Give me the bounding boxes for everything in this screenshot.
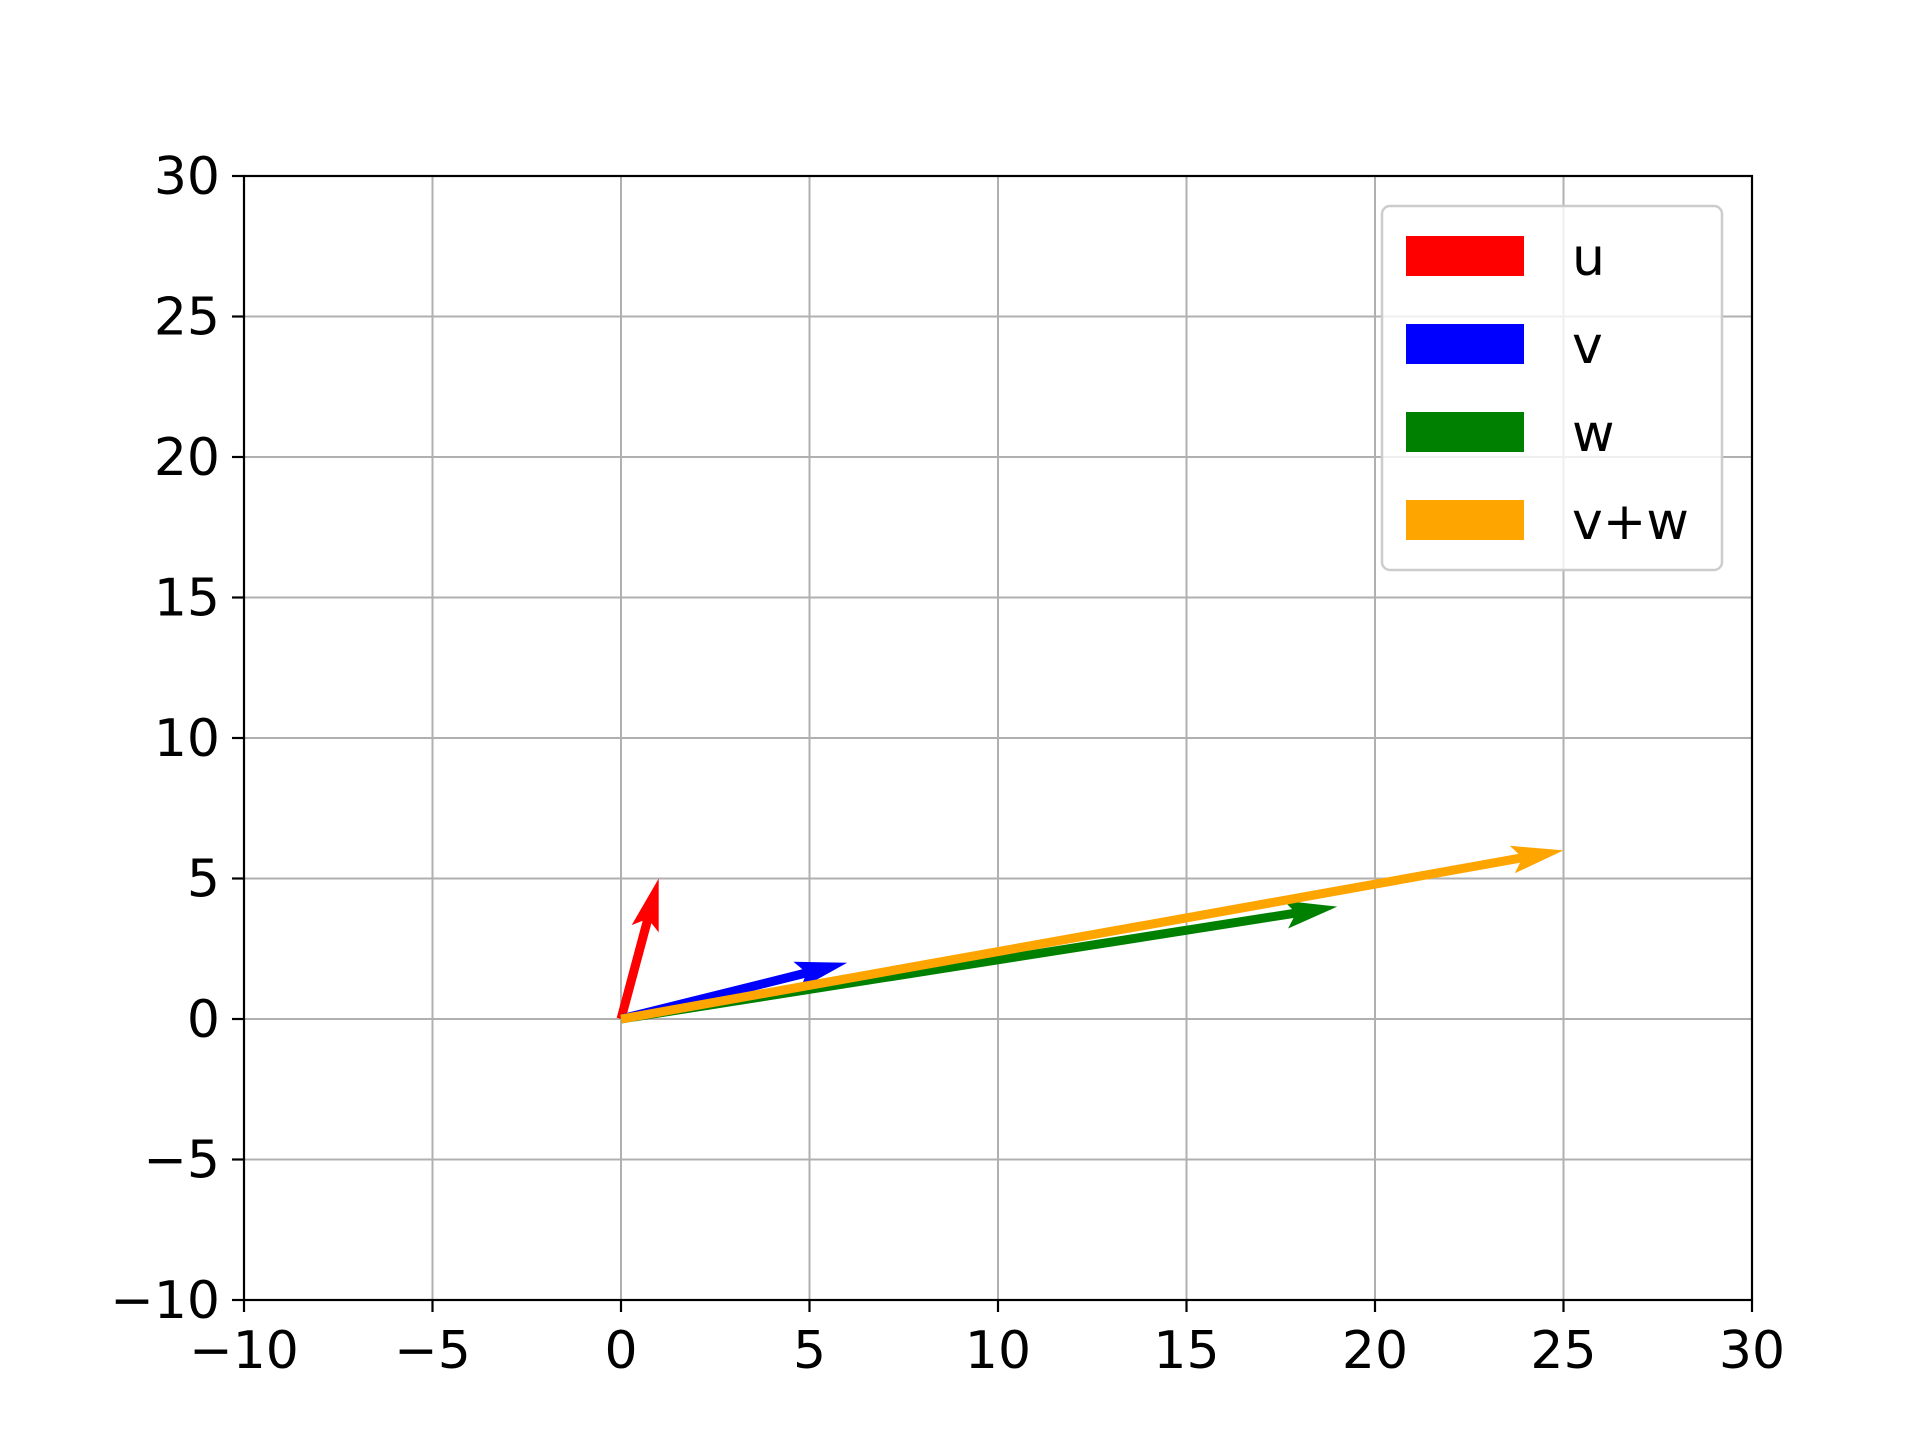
legend-swatch — [1406, 500, 1524, 540]
vectors — [616, 845, 1564, 1024]
y-tick-label: 30 — [154, 147, 220, 207]
y-tick-label: 15 — [154, 569, 220, 629]
y-tick-label: 0 — [187, 990, 220, 1050]
x-tick-label: 20 — [1342, 1321, 1408, 1381]
x-tick-label: 10 — [965, 1321, 1031, 1381]
x-tick-label: −5 — [394, 1321, 471, 1381]
y-tick-label: 10 — [154, 709, 220, 769]
x-tick-label: 0 — [604, 1321, 637, 1381]
legend-swatch — [1406, 236, 1524, 276]
x-tick-label: 30 — [1719, 1321, 1785, 1381]
x-tick-label: 15 — [1153, 1321, 1219, 1381]
legend-label: v — [1572, 316, 1603, 376]
x-tick-label: −10 — [189, 1321, 299, 1381]
y-tick-label: −5 — [143, 1131, 220, 1191]
legend-label: v+w — [1572, 492, 1689, 552]
vector-arrow-w — [620, 900, 1338, 1024]
legend-swatch — [1406, 324, 1524, 364]
y-tick-label: 5 — [187, 850, 220, 910]
legend-swatch — [1406, 412, 1524, 452]
legend-label: u — [1572, 228, 1605, 288]
vector-arrow-u — [616, 878, 659, 1021]
vector-arrow-v-w — [620, 845, 1564, 1024]
legend: uvw v+w — [1380, 204, 1724, 572]
x-tick-label: 5 — [793, 1321, 826, 1381]
y-tick-label: 20 — [154, 428, 220, 488]
legend-label: w — [1572, 404, 1615, 464]
ticks: −10 −5 0 5 10 15 20 25 30 −10 −5 0 5 10 15 20 25 30 — [110, 147, 1785, 1381]
x-tick-label: 25 — [1530, 1321, 1596, 1381]
legend-box — [1380, 204, 1724, 572]
y-tick-label: 25 — [154, 288, 220, 348]
y-tick-label: −10 — [110, 1271, 220, 1331]
